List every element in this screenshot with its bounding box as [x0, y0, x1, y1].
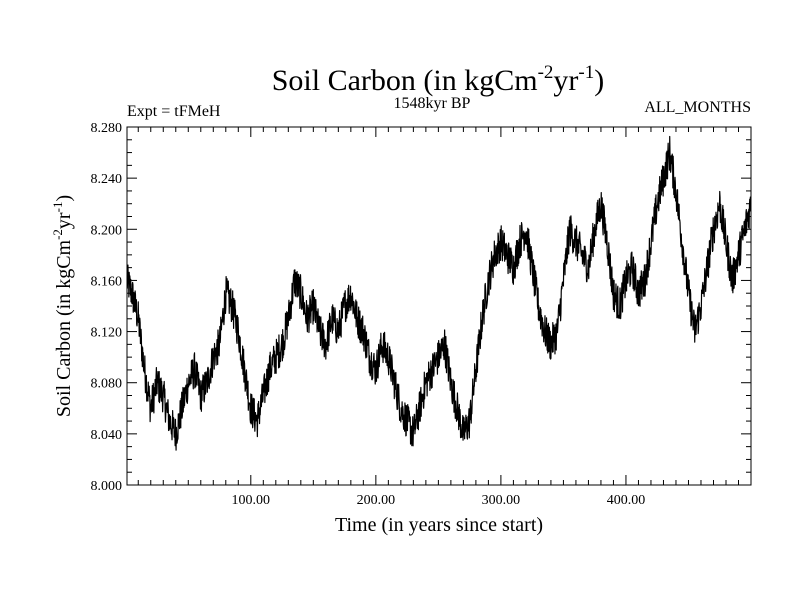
- y-tick-label: 8.000: [91, 479, 123, 494]
- chart-subtitle: 1548kyr BP: [394, 95, 471, 112]
- x-axis-ticks: 100.00 200.00 300.00 400.00: [232, 127, 646, 508]
- series-line-soil-carbon: [127, 135, 751, 451]
- x-tick-label: 400.00: [607, 493, 646, 508]
- y-tick-label: 8.040: [91, 428, 123, 443]
- y-axis-ticks: 8.000 8.040 8.080 8.120 8.160 8.200 8.240 8.280: [91, 121, 751, 494]
- months-label: ALL_MONTHS: [644, 99, 751, 116]
- chart-title: Soil Carbon (in kgCm-2yr-1): [272, 62, 605, 97]
- y-tick-label: 8.240: [91, 172, 123, 187]
- x-tick-label: 200.00: [357, 493, 396, 508]
- x-tick-label: 300.00: [482, 493, 521, 508]
- plot-frame: [126, 126, 752, 486]
- y-tick-label: 8.280: [91, 121, 123, 136]
- y-tick-label: 8.160: [91, 274, 123, 289]
- y-tick-label: 8.200: [91, 223, 123, 238]
- x-axis-label: Time (in years since start): [335, 514, 543, 536]
- experiment-label: Expt = tFMeH: [127, 103, 221, 120]
- y-tick-label: 8.080: [91, 377, 123, 392]
- y-tick-label: 8.120: [91, 326, 123, 341]
- x-tick-label: 100.00: [232, 493, 271, 508]
- x-minor-ticks: [137, 127, 739, 485]
- y-minor-ticks: [127, 139, 751, 473]
- y-axis-label: Soil Carbon (in kgCm-2yr-1): [50, 195, 75, 417]
